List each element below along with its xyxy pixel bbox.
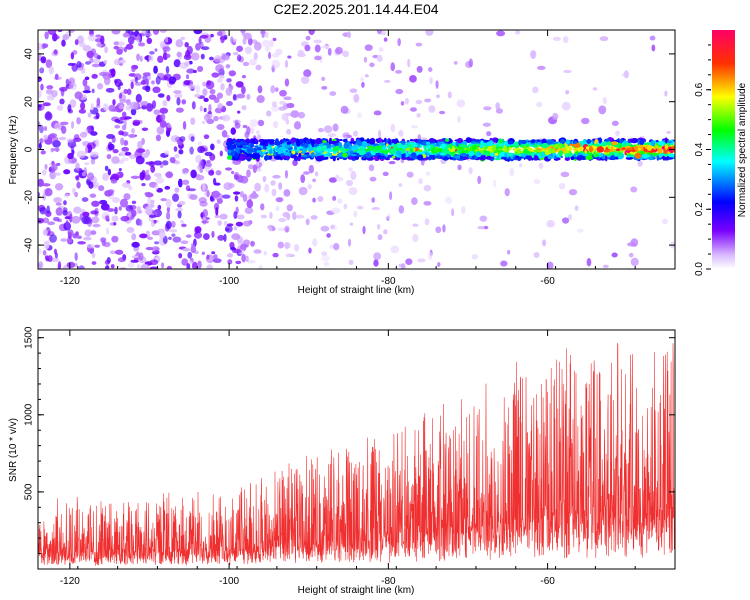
- snr-y-tick-label: 1500: [24, 326, 35, 349]
- spectrogram-y-ticks: -40 -20 0 20 40: [24, 29, 675, 270]
- colorbar-tick-label: 0.2: [694, 202, 705, 216]
- snr-x-tick-label: -80: [381, 576, 396, 587]
- spectrogram-heatmap: [38, 30, 675, 269]
- colorbar-tick-label: 0.6: [694, 82, 705, 96]
- colorbar-label: Normalized spectral amplitude: [737, 82, 748, 217]
- spectrogram-panel: -120 -100 -80 -60 -40 -20 0 20 40 Height of str…: [8, 29, 676, 296]
- spectrogram-x-tick-label: -100: [219, 276, 239, 287]
- snr-x-tick-label: -120: [60, 576, 80, 587]
- spectrogram-x-ticks: -120 -100 -80 -60: [37, 30, 676, 287]
- spectrogram-y-label: Frequency (Hz): [8, 116, 19, 185]
- snr-panel: -120 -100 -80 -60 500 1000 1500 Height of str…: [8, 326, 676, 596]
- colorbar-tick-label: 0.0: [694, 262, 705, 276]
- figure-title: C2E2.2025.201.14.44.E04: [273, 1, 438, 17]
- spectrogram-y-tick-label: -20: [24, 190, 35, 205]
- snr-y-tick-label: 500: [24, 483, 35, 500]
- colorbar-ticks: 0.0 0.2 0.4 0.6: [694, 44, 711, 276]
- colorbar-scale: [712, 30, 735, 269]
- spectrogram-y-tick-label: 40: [24, 48, 35, 60]
- colorbar-tick-label: 0.4: [694, 142, 705, 156]
- spectrogram-x-tick-label: -60: [540, 276, 555, 287]
- colorbar: 0.0 0.2 0.4 0.6 Normalized spectral amplitu…: [694, 30, 748, 276]
- spectrogram-y-tick-label: 20: [24, 96, 35, 108]
- snr-x-ticks: -120 -100 -80 -60: [37, 330, 676, 587]
- spectrogram-x-tick-label: -80: [381, 276, 396, 287]
- snr-y-ticks: 500 1000 1500: [24, 326, 675, 555]
- spectrogram-x-tick-label: -120: [60, 276, 80, 287]
- snr-x-tick-label: -60: [540, 576, 555, 587]
- spectrogram-y-tick-label: -40: [24, 237, 35, 252]
- snr-x-label: Height of straight line (km): [298, 585, 415, 596]
- snr-y-label: SNR (10 * v/v): [8, 418, 19, 482]
- snr-y-tick-label: 1000: [24, 403, 35, 426]
- snr-x-tick-label: -100: [219, 576, 239, 587]
- spectrogram-x-label: Height of straight line (km): [298, 285, 415, 296]
- snr-series-line: [38, 343, 675, 566]
- spectrogram-y-tick-label: 0: [24, 146, 35, 152]
